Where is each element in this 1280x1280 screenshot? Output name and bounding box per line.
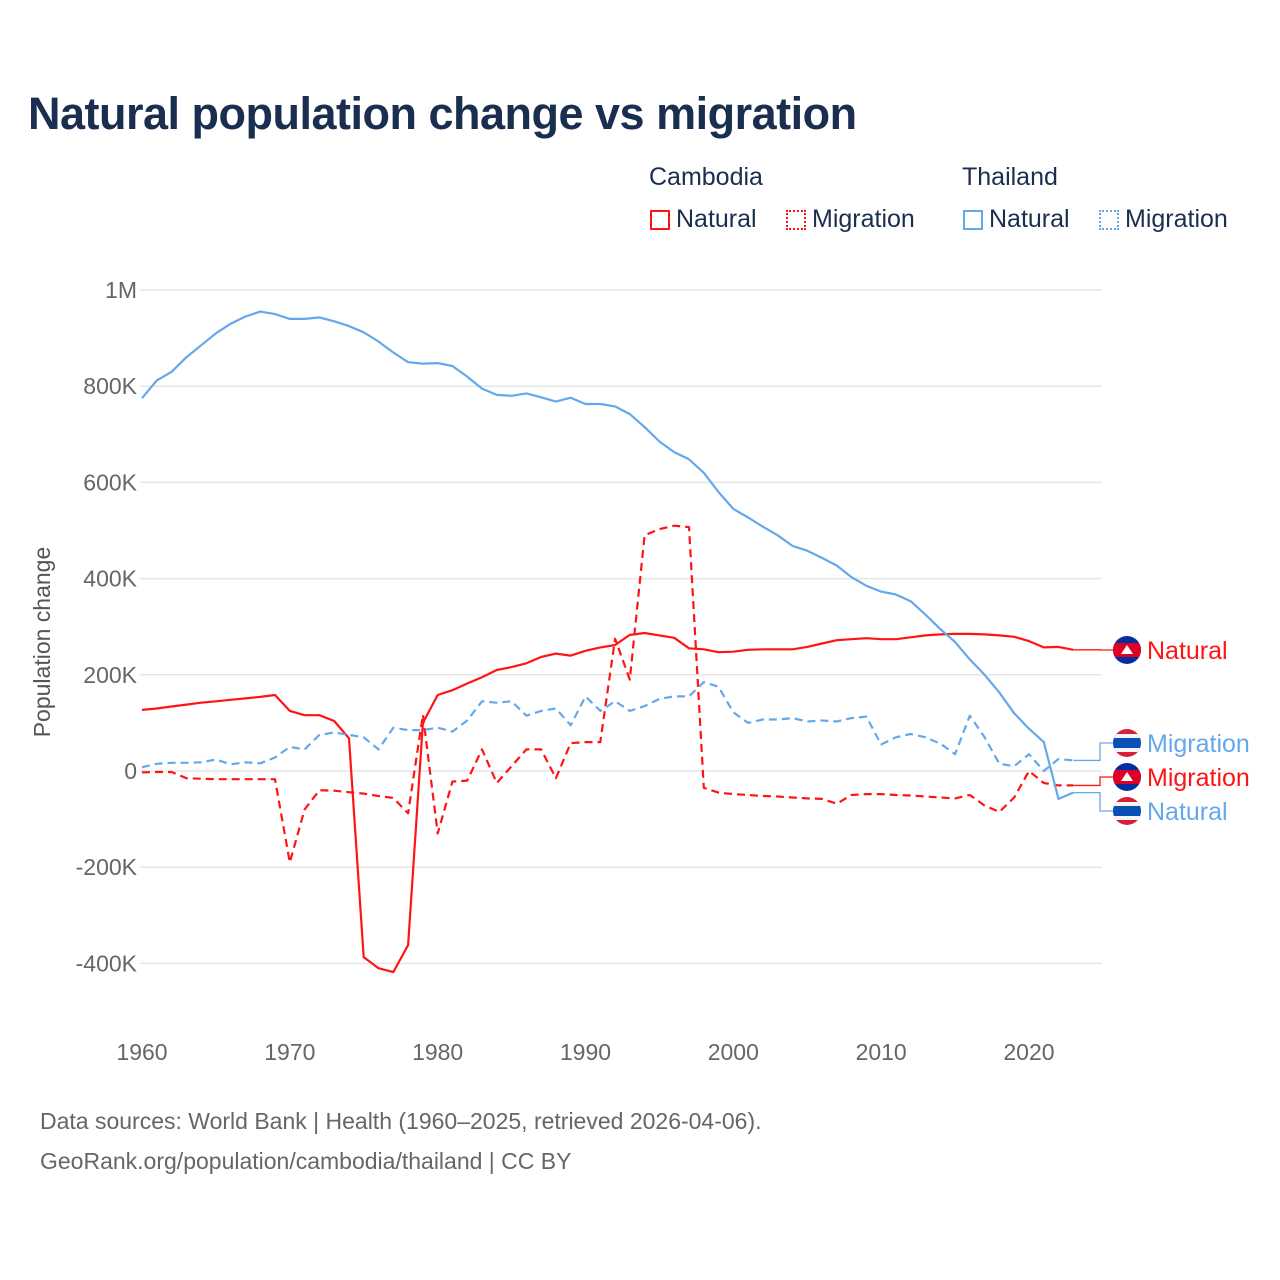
series-end-label: Natural <box>1147 798 1228 826</box>
label-leader-line <box>1073 776 1113 787</box>
footer-sources: Data sources: World Bank | Health (1960–… <box>40 1108 762 1134</box>
legend-label: Migration <box>1125 205 1228 233</box>
cambodia-flag-icon <box>1113 763 1141 791</box>
thailand-flag-icon <box>1113 729 1141 757</box>
x-tick-label: 1980 <box>412 1039 463 1065</box>
x-tick-label: 1960 <box>116 1039 167 1065</box>
series-end-label: Migration <box>1147 730 1250 758</box>
legend-group-thailand: Thailand <box>962 163 1058 191</box>
legend-cambodia-migration[interactable]: Migration <box>786 205 915 234</box>
y-tick-label: 0 <box>124 758 137 784</box>
x-tick-label: 2020 <box>1003 1039 1054 1065</box>
series-line-cambodia-migration <box>141 524 1074 864</box>
y-tick-label: 800K <box>83 373 137 399</box>
x-tick-label: 2000 <box>708 1039 759 1065</box>
cambodia-flag-icon <box>1113 636 1141 664</box>
legend-thailand-natural[interactable]: Natural <box>963 205 1070 234</box>
chart-title: Natural population change vs migration <box>28 88 857 139</box>
legend-swatch-solid-icon <box>963 209 983 230</box>
y-tick-label: -200K <box>76 854 138 880</box>
legend-label: Natural <box>989 205 1070 233</box>
thailand-flag-icon <box>1113 797 1141 825</box>
series-end-label: Natural <box>1147 637 1228 665</box>
series-end-label: Migration <box>1147 764 1250 792</box>
legend-swatch-solid-icon <box>650 209 670 230</box>
legend-thailand-migration[interactable]: Migration <box>1099 205 1228 234</box>
footer-attribution: GeoRank.org/population/cambodia/thailand… <box>40 1148 572 1174</box>
x-tick-label: 1970 <box>264 1039 315 1065</box>
y-tick-label: 1M <box>105 277 137 303</box>
x-tick-label: 1990 <box>560 1039 611 1065</box>
y-tick-label: 600K <box>83 469 137 495</box>
legend-label: Natural <box>676 205 757 233</box>
y-tick-label: -400K <box>76 950 138 976</box>
label-leader-line <box>1073 791 1113 812</box>
y-tick-label: 200K <box>83 662 137 688</box>
legend-swatch-dotted-icon <box>1099 209 1119 230</box>
series-line-cambodia-natural <box>141 631 1074 974</box>
series-line-thailand-migration <box>141 680 1074 773</box>
label-leader-line <box>1073 742 1113 762</box>
y-axis-label: Population change <box>29 547 55 738</box>
x-tick-label: 2010 <box>856 1039 907 1065</box>
legend-swatch-dotted-icon <box>786 209 806 230</box>
legend-label: Migration <box>812 205 915 233</box>
y-tick-label: 400K <box>83 566 137 592</box>
series-line-thailand-natural <box>141 310 1074 800</box>
legend-cambodia-natural[interactable]: Natural <box>650 205 757 234</box>
legend-group-cambodia: Cambodia <box>649 163 763 191</box>
